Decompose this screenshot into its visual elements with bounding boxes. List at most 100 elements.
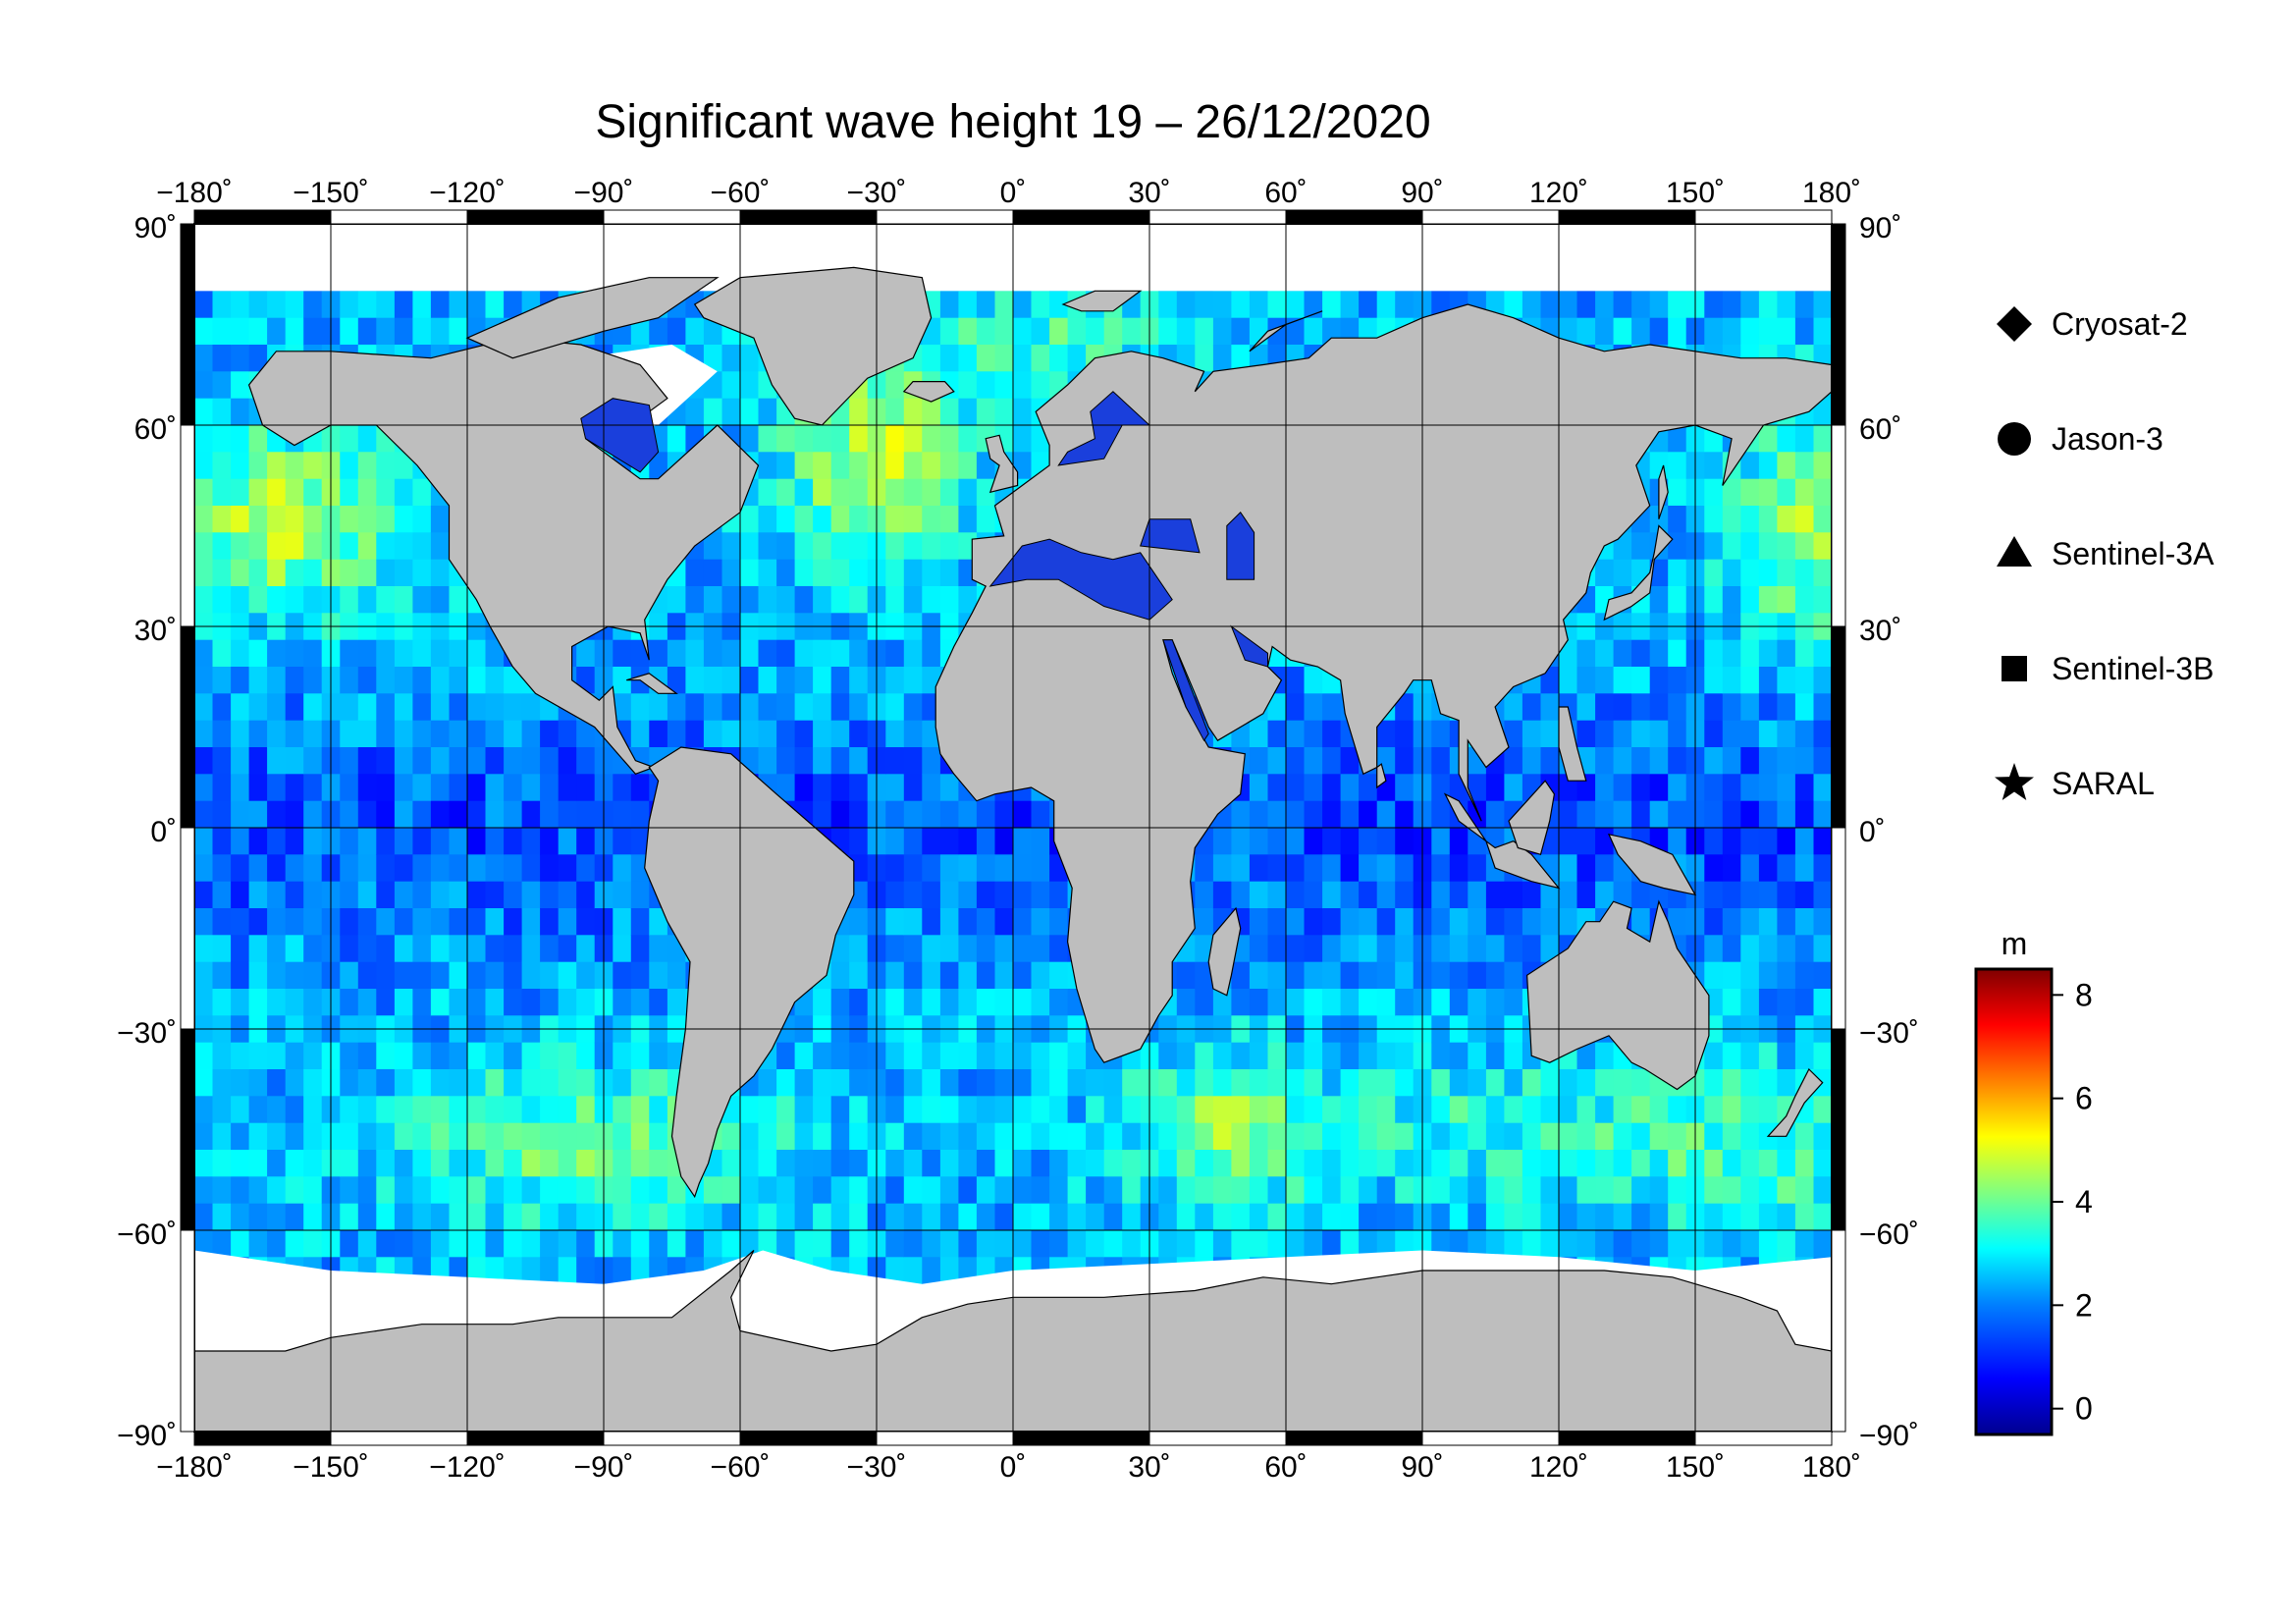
legend-label: Sentinel-3B	[2052, 651, 2214, 686]
land-cuba	[626, 673, 678, 694]
land-africa-eurasia	[934, 303, 1832, 1063]
lon-tick-label: 180˚	[1802, 1451, 1861, 1484]
land-indonesia	[1443, 792, 1561, 890]
frame-bar-segment	[330, 1431, 468, 1446]
map-area	[194, 224, 1832, 1432]
colorbar-tick-label: 2	[2075, 1287, 2093, 1323]
colorbar-tick-label: 6	[2075, 1081, 2093, 1116]
colorbar-unit: m	[2002, 926, 2028, 961]
land-australia	[1525, 899, 1710, 1091]
legend-label: SARAL	[2052, 766, 2155, 801]
triangle-icon	[1997, 536, 2032, 567]
colorbar: m 0 2 4 6 8	[1974, 926, 2093, 1436]
lat-tick-label: 90˚	[134, 212, 177, 244]
legend-label: Sentinel-3A	[2052, 536, 2215, 571]
lon-tick-label: 30˚	[1128, 1451, 1170, 1484]
graticule	[194, 224, 1832, 1432]
frame-bar-segment	[330, 209, 468, 225]
colorbar-gradient	[1974, 967, 2054, 1436]
lon-tick-label: −120˚	[429, 1451, 506, 1484]
land-iceland	[902, 381, 955, 403]
colorbar-tick-label: 4	[2075, 1184, 2093, 1219]
frame-bar-segment	[603, 209, 741, 225]
frame-bar-segment	[603, 1431, 741, 1446]
land-canadian-islands	[465, 277, 720, 359]
frame-bar-segment	[466, 1431, 605, 1446]
lat-tick-label: −30˚	[117, 1017, 177, 1050]
land-madagascar	[1207, 906, 1242, 997]
frame-bar-segment	[739, 209, 878, 225]
sea-baltic-sea	[1057, 391, 1151, 466]
legend-item-jason-3: Jason-3	[1998, 421, 2163, 457]
lon-tick-label: −150˚	[293, 1451, 369, 1484]
frame-bar-segment	[1285, 209, 1423, 225]
lat-tick-label: 30˚	[134, 615, 177, 647]
land-south-america	[644, 746, 855, 1199]
land-japan	[1603, 524, 1674, 622]
land-svalbard	[1061, 290, 1143, 312]
lon-tick-label: 120˚	[1529, 177, 1588, 209]
legend-item-sentinel-3a: Sentinel-3A	[1997, 536, 2215, 571]
land-new-guinea	[1607, 833, 1697, 896]
lat-tick-label: 30˚	[1859, 615, 1901, 647]
frame-bar-segment	[1694, 1431, 1833, 1446]
colorbar-ticks: 0 2 4 6 8	[2052, 977, 2093, 1427]
lat-tick-label: 0˚	[1859, 816, 1886, 848]
colorbar-tick-label: 0	[2075, 1391, 2093, 1427]
lat-tick-label: −60˚	[117, 1218, 177, 1251]
frame-bar-segment	[180, 223, 195, 426]
lat-tick-label: 90˚	[1859, 212, 1901, 244]
lat-tick-label: −90˚	[1859, 1420, 1919, 1452]
legend-label: Jason-3	[2052, 421, 2163, 457]
lon-tick-label: −60˚	[711, 1451, 771, 1484]
land-sakhalin	[1658, 464, 1669, 519]
frame-bar-segment	[1012, 1431, 1150, 1446]
longitude-labels-top: −180˚ −150˚ −120˚ −90˚ −60˚ −30˚ 0˚ 30˚ 60˚ 90˚ 12…	[156, 177, 1861, 209]
frame-bar-segment	[876, 1431, 1014, 1446]
lat-tick-label: 60˚	[1859, 413, 1901, 446]
frame-bar-segment	[180, 827, 195, 1030]
sea-caspian-sea	[1226, 512, 1255, 580]
lon-tick-label: −30˚	[847, 177, 907, 209]
lon-tick-label: −60˚	[711, 177, 771, 209]
frame-bar-segment	[1831, 1028, 1846, 1231]
frame-bar-segment	[1421, 209, 1560, 225]
frame-bar-segment	[1831, 625, 1846, 829]
frame-bar-segment	[1558, 209, 1696, 225]
land-borneo	[1508, 780, 1556, 856]
lon-tick-label: 180˚	[1802, 177, 1861, 209]
lat-tick-label: 60˚	[134, 413, 177, 446]
frame-bar-segment	[876, 209, 1014, 225]
frame-bar-segment	[1831, 424, 1846, 627]
sea-black-sea	[1140, 518, 1201, 554]
lon-tick-label: 150˚	[1666, 177, 1725, 209]
frame-bar-segment	[193, 209, 332, 225]
lon-tick-label: −120˚	[429, 177, 506, 209]
legend-item-cryosat-2: Cryosat-2	[1997, 306, 2188, 342]
frame-bar-segment	[1831, 1229, 1846, 1433]
land-greenland	[693, 266, 933, 426]
land-uk	[985, 434, 1019, 494]
land-north-america	[247, 337, 760, 776]
lat-tick-label: 0˚	[150, 816, 177, 848]
frame-bar-segment	[180, 625, 195, 829]
frame-bar-segment	[1148, 1431, 1287, 1446]
lon-tick-label: 0˚	[1000, 177, 1027, 209]
frame-bar-segment	[180, 1229, 195, 1433]
lon-tick-label: 0˚	[1000, 1451, 1027, 1484]
lon-tick-label: 60˚	[1264, 177, 1307, 209]
square-icon	[2002, 656, 2027, 681]
circle-icon	[1998, 422, 2031, 456]
sea-hudson-bay	[580, 398, 660, 473]
latitude-labels-left: 90˚ 60˚ 30˚ 0˚ −30˚ −60˚ −90˚	[117, 212, 177, 1452]
lon-tick-label: 90˚	[1401, 177, 1443, 209]
star-icon	[1995, 763, 2034, 800]
frame-bar-segment	[1558, 1431, 1696, 1446]
legend-label: Cryosat-2	[2052, 306, 2188, 342]
frame-bar-segment	[1831, 223, 1846, 426]
land-novaya-zemlya	[1249, 310, 1323, 352]
frame-bar-segment	[1421, 1431, 1560, 1446]
lon-tick-label: −180˚	[156, 1451, 233, 1484]
frame-bar-segment	[180, 1028, 195, 1231]
